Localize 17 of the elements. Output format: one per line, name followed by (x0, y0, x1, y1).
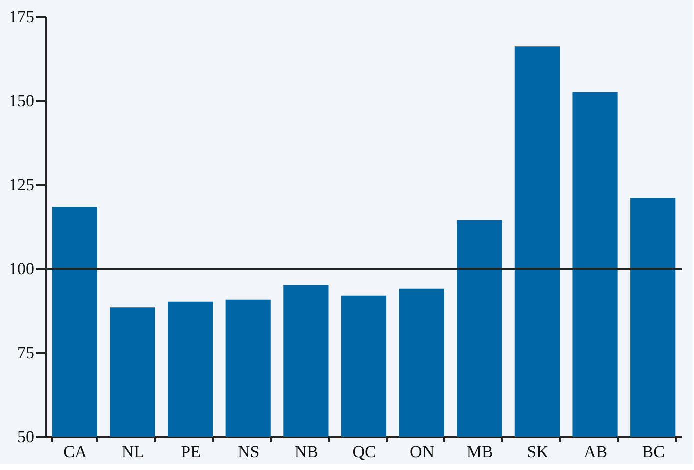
x-tick-label: SK (527, 442, 550, 462)
x-tick-label: PE (181, 442, 201, 462)
y-tick-label: 150 (9, 92, 34, 110)
x-tick-label: BC (642, 442, 665, 462)
x-tick-label: NS (238, 442, 260, 462)
x-tick-label: NB (294, 442, 318, 462)
x-tick-label: CA (64, 442, 88, 462)
y-tick-label: 175 (9, 8, 34, 26)
x-tick-label: ON (410, 442, 435, 462)
y-tick-label: 100 (9, 260, 34, 278)
y-tick-label: 125 (9, 176, 34, 194)
y-tick-label: 75 (18, 344, 34, 362)
x-tick-label: QC (352, 442, 376, 462)
y-tick-label: 50 (18, 428, 34, 446)
x-tick-label: NL (122, 442, 145, 462)
x-tick-label: MB (466, 442, 494, 462)
x-tick-label: AB (584, 442, 608, 462)
